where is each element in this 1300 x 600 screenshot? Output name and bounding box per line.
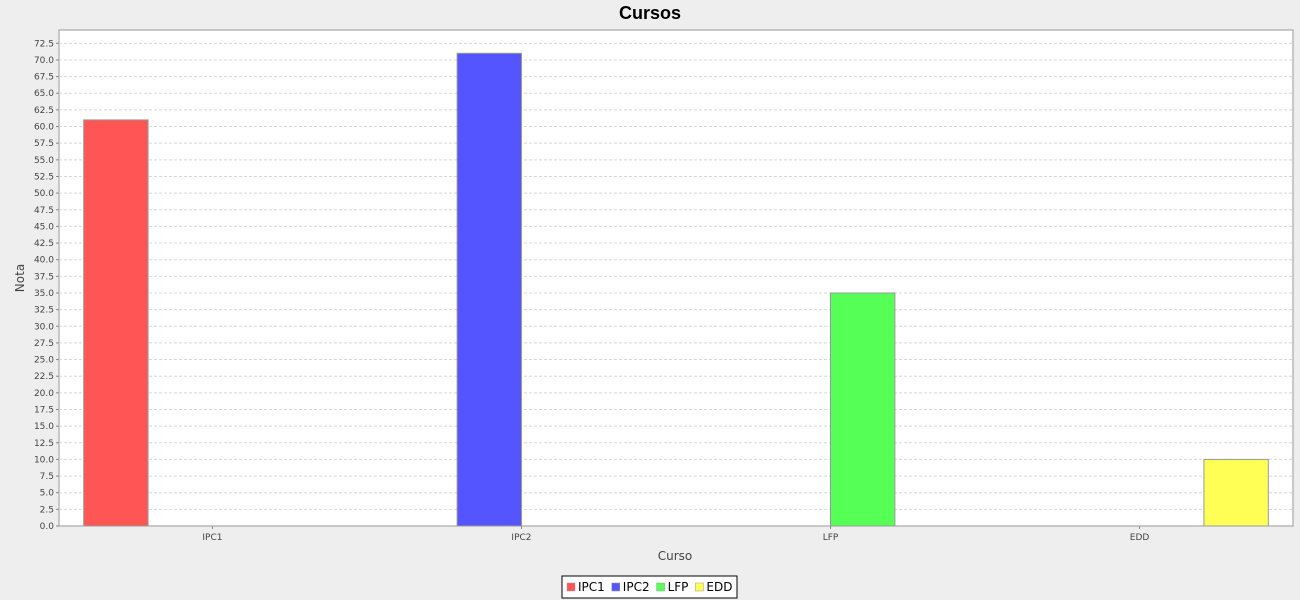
legend-label-ipc1: IPC1 [578,580,605,594]
bar-ipc2 [456,52,522,527]
x-axis-label: Curso [658,549,693,563]
y-tick-label: 55.0 [34,156,54,166]
y-tick-label: 65.0 [34,89,54,99]
y-tick-label: 27.5 [34,339,54,349]
y-tick-label: 5.0 [40,489,55,499]
chart-title: Cursos [619,3,681,23]
y-tick-label: 25.0 [34,356,54,366]
y-tick-label: 32.5 [34,306,54,316]
y-axis-ticks: 0.0 2.5 5.0 7.5 10.0 12.5 15.0 17.5 20.0 22.5 25.0… [34,39,59,532]
y-tick-label: 57.5 [34,139,54,149]
y-tick-label: 30.0 [34,322,54,332]
x-tick-label: LFP [823,533,839,543]
y-axis-label: Nota [13,264,27,292]
x-tick-label: IPC1 [202,533,222,543]
y-tick-label: 47.5 [34,206,54,216]
x-axis-ticks: IPC1 IPC2 LFP EDD [202,526,1149,543]
y-tick-label: 40.0 [34,256,54,266]
y-tick-label: 2.5 [40,505,54,515]
y-tick-label: 45.0 [34,222,54,232]
y-tick-label: 12.5 [34,439,54,449]
y-tick-label: 42.5 [34,239,54,249]
plot-area [58,29,1294,527]
x-tick-label: IPC2 [511,533,531,543]
y-tick-label: 15.0 [34,422,54,432]
grid-lines [59,42,1293,510]
y-tick-label: 67.5 [34,73,54,83]
y-tick-label: 17.5 [34,405,54,415]
legend: IPC1 IPC2 LFP EDD [561,575,738,599]
y-tick-label: 72.5 [34,39,54,49]
y-tick-label: 50.0 [34,189,54,199]
bars [83,52,1269,527]
y-tick-label: 60.0 [34,123,54,133]
legend-swatch-ipc2 [611,582,621,592]
legend-label-edd: EDD [706,580,732,594]
bar-lfp [830,292,896,527]
bar-ipc1 [83,119,149,527]
y-tick-label: 7.5 [40,472,54,482]
legend-swatch-lfp [656,582,665,592]
y-tick-label: 62.5 [34,106,54,116]
x-tick-label: EDD [1130,533,1150,543]
y-tick-label: 70.0 [34,56,54,66]
y-tick-label: 22.5 [34,372,54,382]
y-tick-label: 52.5 [34,172,54,182]
y-tick-label: 0.0 [40,522,55,532]
y-tick-label: 37.5 [34,272,54,282]
legend-label-ipc2: IPC2 [623,580,650,594]
legend-label-lfp: LFP [668,580,689,594]
y-tick-label: 10.0 [34,455,54,465]
y-tick-label: 35.0 [34,289,54,299]
legend-box [561,575,738,599]
legend-swatch-edd [695,582,704,592]
bar-edd [1203,458,1269,527]
legend-swatch-ipc1 [566,582,576,592]
y-tick-label: 20.0 [34,389,54,399]
